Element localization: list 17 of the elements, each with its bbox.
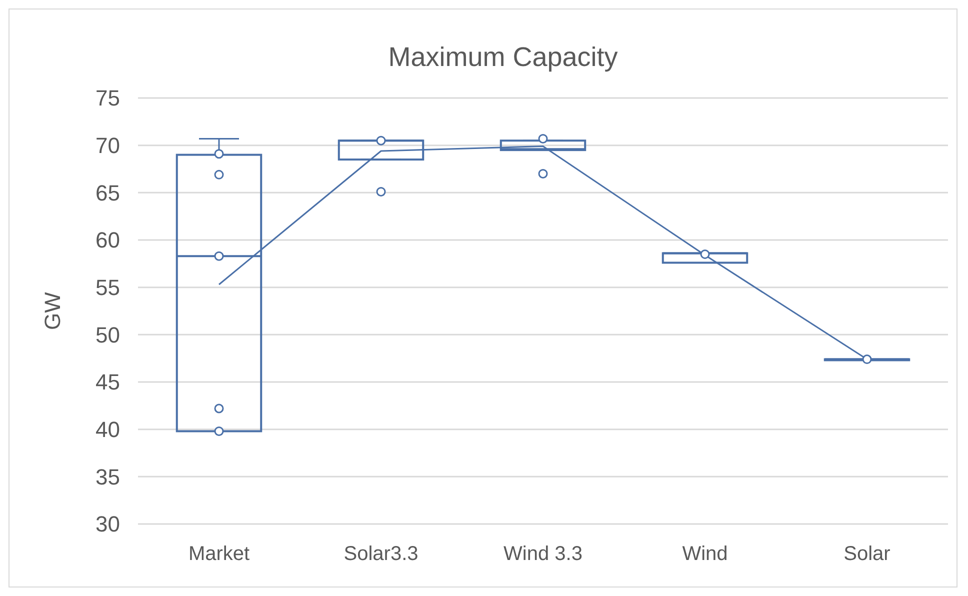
y-tick-label: 75: [96, 86, 120, 111]
x-tick-label: Wind: [682, 543, 728, 565]
y-tick-label: 40: [96, 417, 120, 442]
x-tick-label: Solar: [844, 543, 891, 565]
chart-title: Maximum Capacity: [388, 42, 618, 72]
y-tick-label: 45: [96, 370, 120, 395]
y-tick-label: 35: [96, 464, 120, 490]
y-tick-label: 70: [96, 133, 120, 158]
y-tick-label: 55: [96, 275, 120, 300]
y-axis-title: GW: [40, 292, 65, 330]
y-tick-label: 60: [96, 228, 120, 253]
y-tick-label: 50: [96, 322, 120, 348]
x-tick-label: Solar3.3: [344, 543, 418, 565]
x-tick-label: Market: [188, 543, 250, 565]
x-tick-label: Wind 3.3: [504, 543, 582, 565]
y-tick-label: 30: [96, 512, 120, 537]
y-tick-label: 65: [96, 180, 120, 206]
